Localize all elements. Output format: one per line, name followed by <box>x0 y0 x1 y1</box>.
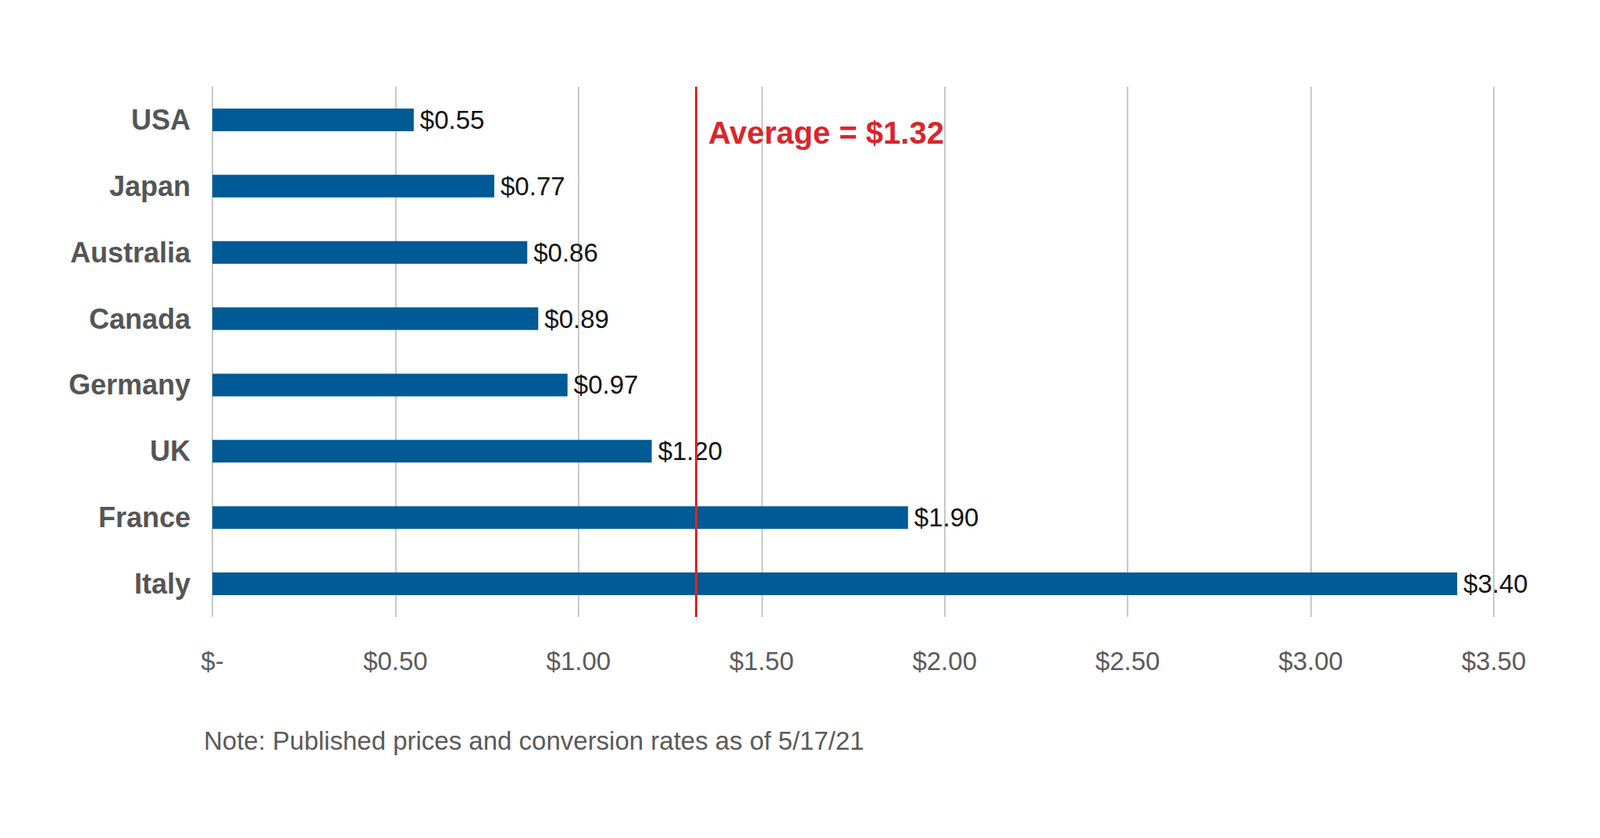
svg-text:$1.00: $1.00 <box>546 646 612 676</box>
svg-text:Germany: Germany <box>68 368 191 401</box>
svg-text:Note: Published prices and con: Note: Published prices and conversion ra… <box>203 726 865 756</box>
svg-text:$0.97: $0.97 <box>573 370 639 400</box>
svg-text:$1.90: $1.90 <box>914 502 980 532</box>
svg-text:$1.50: $1.50 <box>729 646 795 676</box>
svg-text:UK: UK <box>149 434 191 467</box>
svg-text:$0.50: $0.50 <box>363 646 428 676</box>
svg-text:$3.40: $3.40 <box>1463 569 1529 599</box>
svg-text:$3.50: $3.50 <box>1461 646 1527 676</box>
svg-text:Italy: Italy <box>134 567 191 600</box>
svg-text:$0.77: $0.77 <box>500 171 566 201</box>
svg-text:Japan: Japan <box>109 170 191 203</box>
svg-text:$0.55: $0.55 <box>420 105 485 135</box>
svg-text:$2.50: $2.50 <box>1095 646 1161 676</box>
svg-text:$2.00: $2.00 <box>912 646 977 676</box>
svg-text:$3.00: $3.00 <box>1278 646 1344 676</box>
svg-text:$1.20: $1.20 <box>658 436 724 466</box>
svg-text:Australia: Australia <box>70 236 192 269</box>
svg-text:$-: $- <box>200 646 224 676</box>
svg-text:France: France <box>98 501 191 534</box>
svg-text:USA: USA <box>131 103 191 136</box>
svg-text:$0.89: $0.89 <box>544 304 610 334</box>
svg-text:$0.86: $0.86 <box>533 238 599 268</box>
svg-text:Canada: Canada <box>89 302 192 335</box>
svg-text:Average = $1.32: Average = $1.32 <box>708 115 945 150</box>
